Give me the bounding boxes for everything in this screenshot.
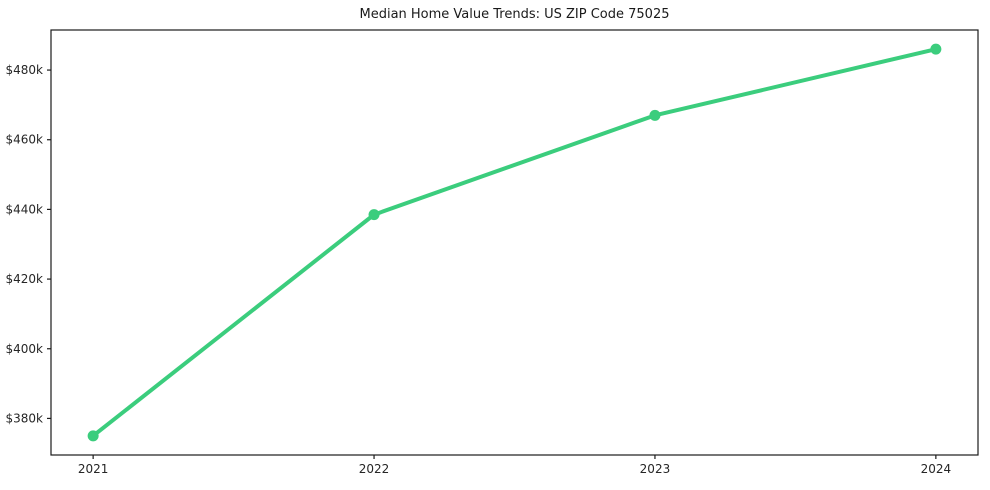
y-tick-label: $400k	[6, 342, 44, 356]
trend-line	[91, 47, 938, 438]
x-tick-label: 2021	[78, 462, 109, 476]
data-point-marker	[930, 43, 942, 55]
y-tick-label: $440k	[6, 202, 44, 216]
y-tick-label: $480k	[6, 63, 44, 77]
data-point-marker	[649, 109, 661, 121]
chart-title: Median Home Value Trends: US ZIP Code 75…	[359, 7, 670, 22]
x-tick-label: 2023	[640, 462, 671, 476]
data-point-marker	[368, 209, 380, 221]
x-tick-label: 2024	[921, 462, 952, 476]
x-tick-label: 2022	[359, 462, 390, 476]
plot-border	[50, 29, 979, 456]
y-tick-label: $460k	[6, 133, 44, 147]
y-tick-label: $380k	[6, 411, 44, 425]
data-point-marker	[87, 430, 99, 442]
y-tick-label: $420k	[6, 272, 44, 286]
